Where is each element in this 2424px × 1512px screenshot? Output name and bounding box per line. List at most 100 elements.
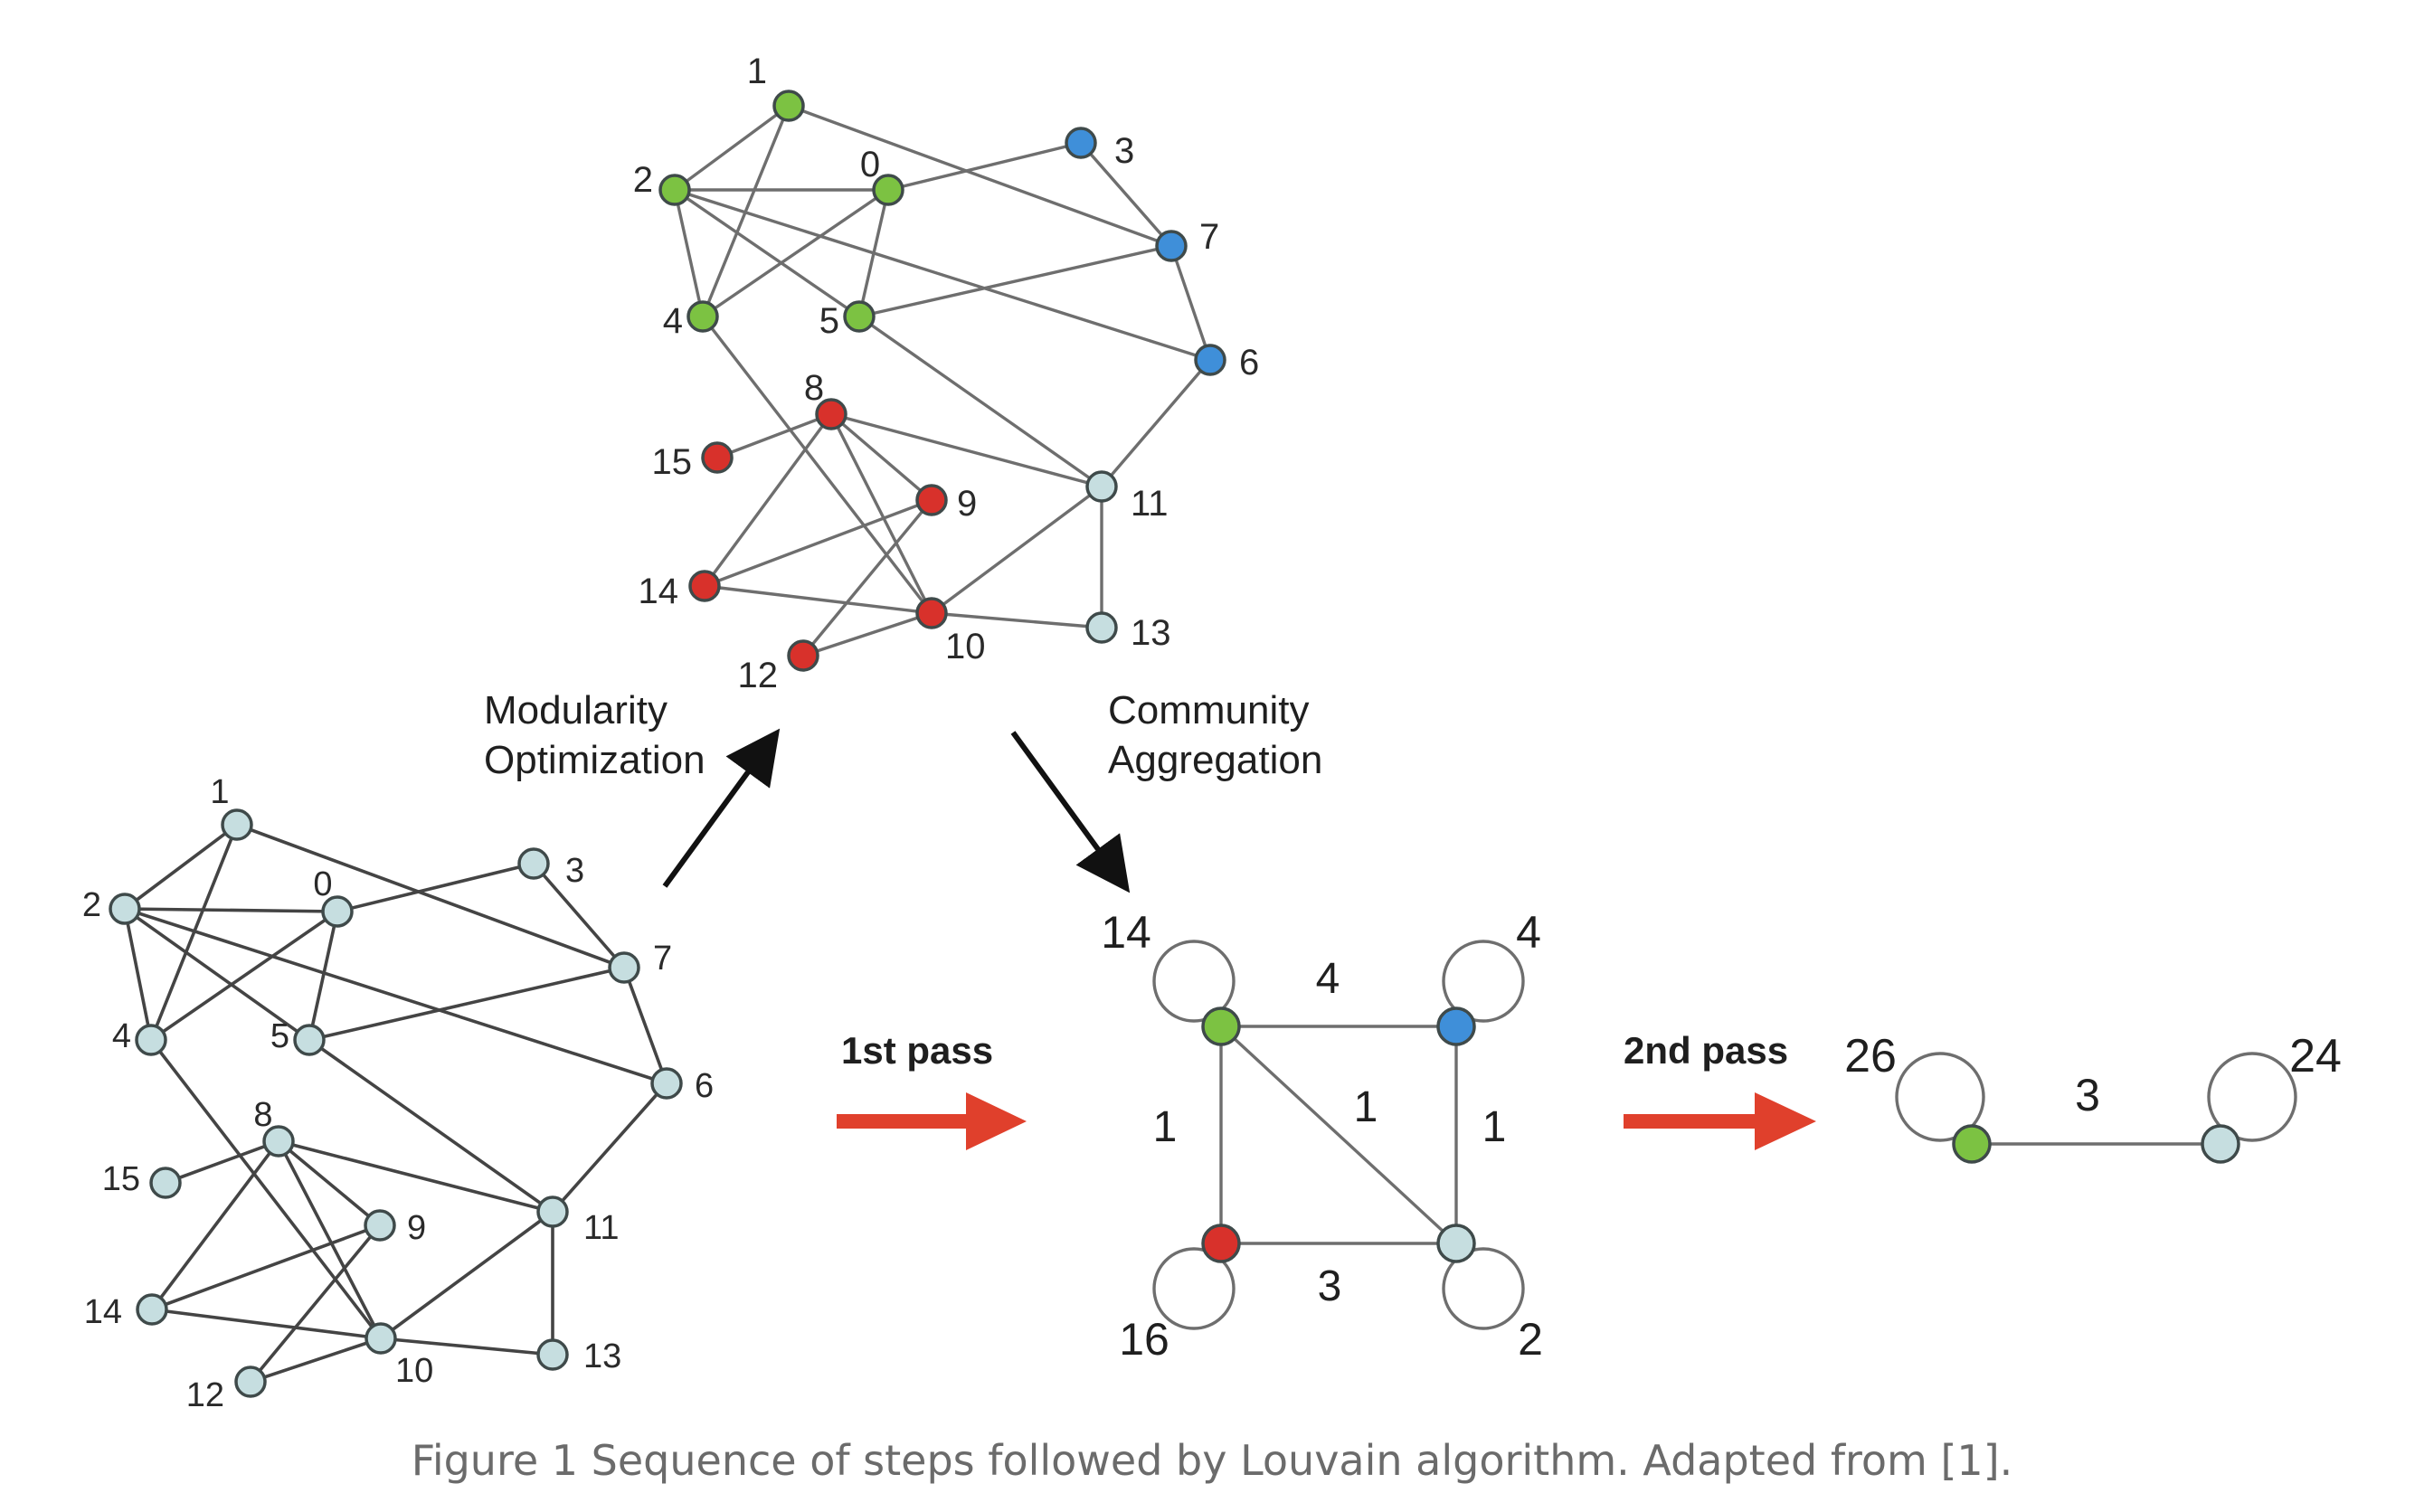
agg-self-loop-weight-blue: 4 — [1516, 907, 1541, 958]
edge-2-6 — [124, 907, 668, 1085]
edge-8-14 — [150, 1139, 280, 1311]
node-2 — [109, 893, 141, 925]
edge-4-10 — [701, 315, 933, 615]
node-10 — [365, 1322, 397, 1355]
node-6 — [650, 1067, 683, 1100]
edge-10-12 — [250, 1337, 382, 1384]
edge-0-5 — [857, 189, 890, 317]
node-label-6: 6 — [695, 1067, 714, 1105]
node-13 — [1085, 611, 1118, 644]
edge-6-11 — [1100, 358, 1212, 488]
agg-edge-weight-green-red: 1 — [1153, 1103, 1178, 1151]
node-6 — [1194, 344, 1226, 376]
agg-self-loop-light — [1442, 1247, 1525, 1330]
edge-1-7 — [236, 823, 625, 969]
node-label-1: 1 — [747, 52, 767, 91]
agg-edge-weight-red-light: 3 — [1318, 1262, 1342, 1310]
second-pass-label: 2nd pass — [1624, 1029, 1788, 1072]
node-label-8: 8 — [804, 368, 824, 408]
edge-9-12 — [801, 498, 933, 657]
final-self-loop-weight-green: 26 — [1844, 1030, 1897, 1082]
edge-2-4 — [673, 189, 705, 317]
node-label-15: 15 — [652, 442, 693, 482]
modularity-label-line2: Optimization — [484, 738, 705, 782]
node-0 — [872, 174, 904, 206]
agg-self-loop-red — [1152, 1247, 1236, 1330]
edge-0-4 — [702, 188, 889, 318]
agg-edge-weight-green-light: 1 — [1354, 1083, 1378, 1131]
node-4 — [686, 300, 719, 333]
node-5 — [293, 1024, 326, 1056]
agg-node-light — [1436, 1224, 1476, 1263]
edge-6-11 — [551, 1082, 668, 1214]
edge-7-5 — [308, 966, 625, 1042]
edge-2-4 — [123, 908, 153, 1041]
node-label-6: 6 — [1239, 343, 1259, 383]
edge-9-14 — [151, 1224, 381, 1311]
edge-7-5 — [858, 244, 1172, 318]
edge-14-10 — [704, 584, 933, 615]
edge-14-10 — [151, 1308, 382, 1340]
node-15 — [701, 441, 734, 474]
aggregation-label-line2: Aggregation — [1108, 738, 1322, 782]
first-pass-arrow — [837, 1092, 1027, 1150]
aggregated-graph: 4 1 1 1 3 14 4 16 2 — [1101, 907, 1543, 1365]
node-4 — [135, 1024, 167, 1056]
edge-1-2 — [123, 823, 239, 911]
node-label-8: 8 — [253, 1096, 272, 1134]
agg-self-loop-green — [1152, 940, 1236, 1023]
agg-node-red — [1201, 1224, 1241, 1263]
edge-3-7 — [532, 862, 626, 969]
edge-0-4 — [149, 910, 339, 1042]
node-9 — [915, 484, 948, 516]
node-11 — [536, 1195, 569, 1228]
node-2 — [658, 174, 691, 206]
node-label-7: 7 — [653, 940, 672, 978]
node-7 — [608, 951, 640, 984]
node-14 — [688, 570, 721, 602]
node-label-3: 3 — [1114, 131, 1134, 171]
node-label-9: 9 — [407, 1209, 426, 1247]
agg-self-loop-weight-light: 2 — [1518, 1314, 1543, 1365]
edge-8-15 — [165, 1139, 279, 1185]
agg-node-blue — [1436, 1006, 1476, 1046]
node-label-13: 13 — [1131, 613, 1171, 653]
agg-edge-weight-blue-light: 1 — [1482, 1103, 1507, 1151]
first-pass-label: 1st pass — [841, 1029, 993, 1072]
node-label-0: 0 — [860, 145, 880, 184]
modularity-arrow — [662, 728, 781, 888]
node-label-9: 9 — [957, 484, 977, 524]
edge-0-3 — [887, 141, 1082, 192]
final-graph: 3 26 24 — [1844, 1030, 2342, 1164]
edge-7-6 — [622, 967, 668, 1084]
node-label-11: 11 — [583, 1209, 619, 1247]
agg-self-loop-blue — [1442, 940, 1525, 1023]
edge-2-5 — [674, 188, 860, 318]
agg-self-loop-weight-green: 14 — [1101, 907, 1151, 958]
edge-3-7 — [1079, 141, 1173, 248]
edge-10-13 — [931, 611, 1103, 629]
edge-5-11 — [858, 315, 1103, 488]
edge-8-11 — [278, 1139, 554, 1214]
node-13 — [536, 1338, 569, 1371]
node-5 — [843, 300, 876, 333]
agg-node-green — [1201, 1006, 1241, 1046]
edge-5-11 — [308, 1038, 554, 1214]
figure-caption: Figure 1 Sequence of steps followed by L… — [411, 1436, 2013, 1485]
node-3 — [517, 847, 550, 880]
edge-8-10 — [277, 1140, 383, 1339]
node-9 — [364, 1209, 396, 1242]
node-11 — [1085, 470, 1118, 503]
node-label-11: 11 — [1131, 484, 1169, 524]
node-label-13: 13 — [583, 1337, 621, 1375]
node-8 — [815, 398, 847, 430]
node-10 — [915, 597, 948, 629]
edge-4-10 — [149, 1038, 383, 1340]
node-label-2: 2 — [633, 160, 653, 200]
node-label-5: 5 — [819, 301, 839, 341]
final-self-loop-light — [2207, 1052, 2297, 1142]
node-12 — [234, 1366, 267, 1398]
node-3 — [1065, 127, 1097, 159]
